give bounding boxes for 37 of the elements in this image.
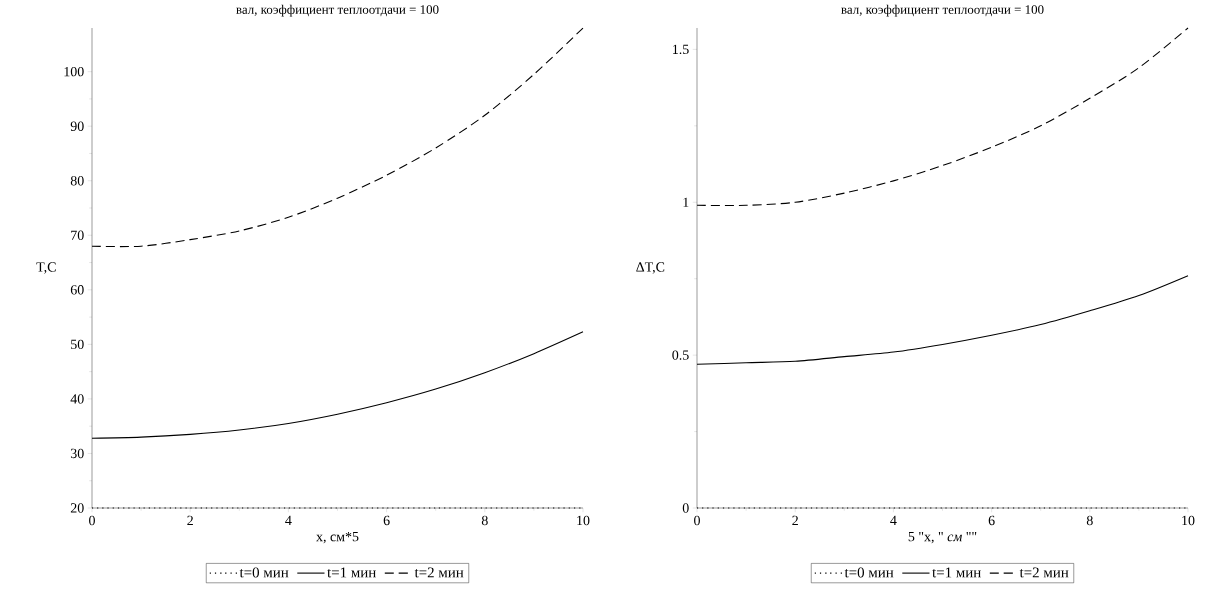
legend-label: t=0 мин xyxy=(239,567,289,578)
x-tick-label: 6 xyxy=(383,515,390,526)
y-axis-title: ΔT,C xyxy=(636,262,665,274)
y-tick-label: 60 xyxy=(70,285,84,295)
x-tick-label: 4 xyxy=(890,515,897,525)
y-tick-label: 30 xyxy=(70,448,84,459)
y-axis-title: T,C xyxy=(36,262,56,274)
y-tick-label: 1 xyxy=(683,197,689,207)
y-tick-label: 1.5 xyxy=(673,44,689,55)
legend-label: t=1 мин xyxy=(327,567,376,578)
x-tick-label: 0 xyxy=(694,515,700,526)
x-axis-title: x, см*5 xyxy=(316,532,359,544)
y-tick-label: 0 xyxy=(682,503,689,513)
y-tick-label: 0.5 xyxy=(672,350,689,360)
x-tick-label: 10 xyxy=(1182,515,1195,526)
y-tick-label: 90 xyxy=(70,121,84,131)
x-tick-label: 8 xyxy=(1086,515,1093,526)
legend-label: t=2 мин xyxy=(414,567,464,578)
x-tick-label: 8 xyxy=(481,515,488,526)
y-tick-label: 80 xyxy=(70,176,84,186)
x-tick-label: 4 xyxy=(285,515,292,525)
x-tick-label: 0 xyxy=(89,515,95,526)
legend-label: t=0 мин xyxy=(844,567,894,578)
x-tick-label: 2 xyxy=(187,515,193,526)
y-tick-label: 50 xyxy=(71,339,84,350)
chart-title: вал, коэффициент теплоотдачи = 100 xyxy=(236,4,439,17)
x-axis-title: 5 "x, " см "" xyxy=(908,532,977,544)
y-tick-label: 40 xyxy=(70,394,84,404)
y-tick-label: 100 xyxy=(64,66,84,77)
x-tick-label: 2 xyxy=(792,515,798,526)
x-tick-label: 10 xyxy=(577,515,590,526)
legend-label: t=1 мин xyxy=(932,567,981,578)
y-tick-label: 20 xyxy=(70,503,84,513)
x-tick-label: 6 xyxy=(988,515,995,526)
y-tick-label: 70 xyxy=(71,230,84,240)
legend-label: t=2 мин xyxy=(1019,567,1069,578)
chart-title: вал, коэффициент теплоотдачи = 100 xyxy=(841,4,1044,17)
